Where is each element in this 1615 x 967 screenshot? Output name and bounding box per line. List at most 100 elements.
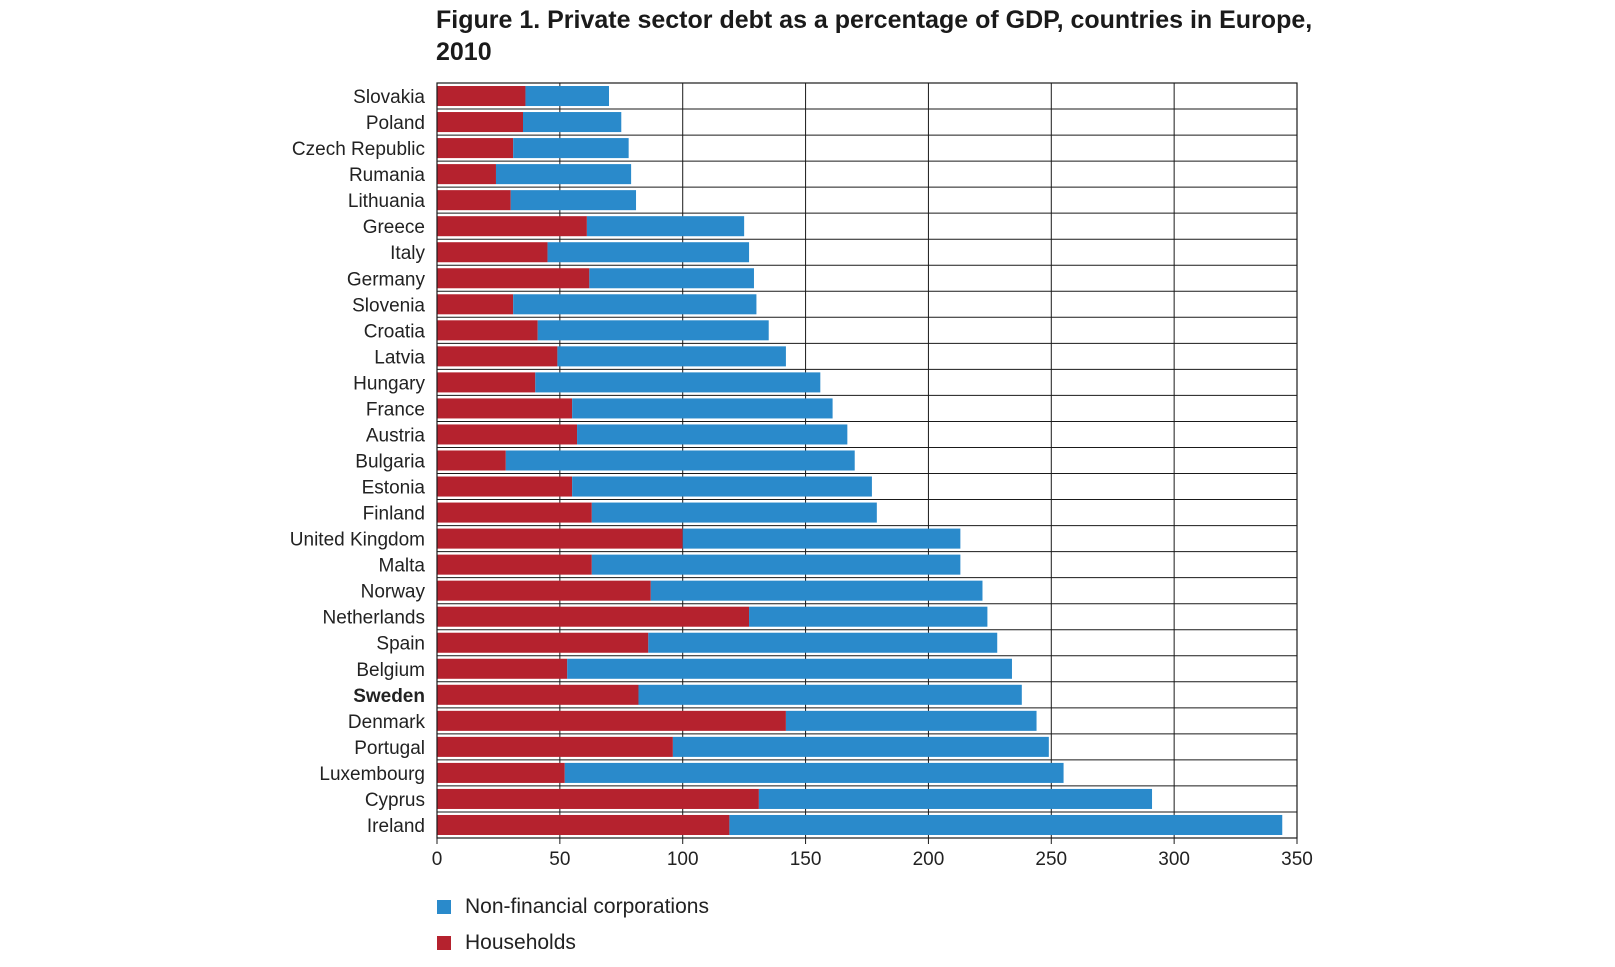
- stacked-bar-chart: Slovakia Poland Czech Republic Rumania Lithu…: [290, 82, 1313, 870]
- bar-norway-households: [437, 580, 651, 601]
- category-label-finland: Finland: [363, 504, 425, 525]
- bar-germany-non-financial-corporations: [589, 268, 754, 289]
- bar-portugal-non-financial-corporations: [672, 736, 1049, 757]
- bar-austria-households: [437, 424, 578, 445]
- bar-cyprus-households: [437, 788, 759, 809]
- bar-croatia-households: [437, 320, 538, 341]
- tick-label-50: 50: [549, 849, 570, 870]
- bar-rumania-households: [437, 164, 496, 185]
- bar-united-kingdom-non-financial-corporations: [682, 528, 961, 549]
- bar-bulgaria-households: [437, 450, 506, 471]
- bar-italy-non-financial-corporations: [547, 242, 750, 263]
- bar-luxembourg-households: [437, 762, 565, 783]
- bar-slovakia-households: [437, 86, 526, 107]
- tick-label-300: 300: [1158, 849, 1190, 870]
- bar-czech-republic-non-financial-corporations: [513, 138, 629, 159]
- category-label-denmark: Denmark: [348, 712, 426, 733]
- tick-label-200: 200: [913, 849, 945, 870]
- bar-bulgaria-non-financial-corporations: [505, 450, 855, 471]
- category-label-spain: Spain: [376, 634, 425, 655]
- category-label-austria: Austria: [366, 425, 426, 446]
- category-label-portugal: Portugal: [354, 738, 425, 759]
- category-label-lithuania: Lithuania: [348, 191, 426, 212]
- bar-croatia-non-financial-corporations: [537, 320, 769, 341]
- tick-label-350: 350: [1281, 849, 1313, 870]
- bar-lithuania-non-financial-corporations: [510, 190, 637, 211]
- bar-poland-households: [437, 112, 523, 133]
- bar-united-kingdom-households: [437, 528, 683, 549]
- bar-czech-republic-households: [437, 138, 514, 159]
- bar-italy-households: [437, 242, 548, 263]
- bar-luxembourg-non-financial-corporations: [564, 762, 1064, 783]
- bar-finland-households: [437, 502, 592, 523]
- plot-border: [436, 82, 1298, 839]
- legend-label-nfc: Non-financial corporations: [465, 895, 709, 918]
- category-label-slovakia: Slovakia: [353, 87, 425, 108]
- bar-spain-non-financial-corporations: [648, 632, 998, 653]
- category-label-norway: Norway: [361, 582, 426, 603]
- tick-label-0: 0: [432, 849, 443, 870]
- category-label-bulgaria: Bulgaria: [355, 452, 425, 473]
- bar-ireland-non-financial-corporations: [729, 814, 1283, 835]
- bar-ireland-households: [437, 814, 730, 835]
- category-label-germany: Germany: [347, 269, 426, 290]
- bar-estonia-non-financial-corporations: [572, 476, 872, 497]
- category-label-belgium: Belgium: [356, 660, 425, 681]
- bar-latvia-non-financial-corporations: [557, 346, 786, 367]
- bar-portugal-households: [437, 736, 673, 757]
- category-label-luxembourg: Luxembourg: [319, 764, 425, 785]
- bar-austria-non-financial-corporations: [577, 424, 848, 445]
- bar-belgium-non-financial-corporations: [567, 658, 1012, 679]
- category-label-cyprus: Cyprus: [365, 790, 425, 811]
- bar-france-households: [437, 398, 573, 419]
- bar-slovenia-non-financial-corporations: [513, 294, 757, 315]
- tick-label-150: 150: [790, 849, 822, 870]
- category-label-france: France: [366, 399, 425, 420]
- category-label-greece: Greece: [363, 217, 425, 238]
- bar-rumania-non-financial-corporations: [495, 164, 632, 185]
- legend: Non-financial corporations Households: [437, 895, 709, 967]
- bar-sweden-households: [437, 684, 639, 705]
- legend-item-nfc: Non-financial corporations: [437, 895, 709, 919]
- category-label-croatia: Croatia: [364, 321, 426, 342]
- category-label-czech-republic: Czech Republic: [292, 139, 425, 160]
- bar-malta-households: [437, 554, 592, 575]
- bar-slovenia-households: [437, 294, 514, 315]
- bar-spain-households: [437, 632, 649, 653]
- bar-poland-non-financial-corporations: [523, 112, 622, 133]
- category-label-united-kingdom: United Kingdom: [290, 530, 425, 551]
- category-label-estonia: Estonia: [362, 478, 426, 499]
- category-label-poland: Poland: [366, 113, 425, 134]
- category-label-italy: Italy: [390, 243, 425, 264]
- bar-netherlands-households: [437, 606, 750, 627]
- bar-france-non-financial-corporations: [572, 398, 833, 419]
- category-label-slovenia: Slovenia: [352, 295, 425, 316]
- bar-netherlands-non-financial-corporations: [749, 606, 988, 627]
- bar-belgium-households: [437, 658, 568, 679]
- tick-label-100: 100: [667, 849, 699, 870]
- tick-label-250: 250: [1035, 849, 1067, 870]
- category-label-rumania: Rumania: [349, 165, 425, 186]
- bar-greece-non-financial-corporations: [586, 216, 745, 237]
- legend-swatch-nfc: [437, 900, 451, 914]
- bar-norway-non-financial-corporations: [650, 580, 983, 601]
- bar-latvia-households: [437, 346, 558, 367]
- legend-swatch-households: [437, 936, 451, 950]
- bar-finland-non-financial-corporations: [591, 502, 877, 523]
- category-label-netherlands: Netherlands: [323, 608, 425, 629]
- bar-greece-households: [437, 216, 587, 237]
- bar-estonia-households: [437, 476, 573, 497]
- chart-title: Figure 1. Private sector debt as a perce…: [436, 6, 1313, 66]
- bar-lithuania-households: [437, 190, 511, 211]
- bar-denmark-non-financial-corporations: [785, 710, 1037, 731]
- bar-malta-non-financial-corporations: [591, 554, 961, 575]
- bar-slovakia-non-financial-corporations: [525, 86, 609, 107]
- category-label-ireland: Ireland: [367, 816, 425, 837]
- category-label-malta: Malta: [379, 556, 426, 577]
- bar-cyprus-non-financial-corporations: [758, 788, 1153, 809]
- category-label-latvia: Latvia: [374, 347, 425, 368]
- bar-hungary-households: [437, 372, 536, 393]
- bar-denmark-households: [437, 710, 786, 731]
- bar-hungary-non-financial-corporations: [535, 372, 821, 393]
- legend-item-households: Households: [437, 931, 709, 955]
